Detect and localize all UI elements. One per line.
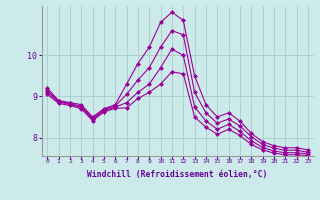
- X-axis label: Windchill (Refroidissement éolien,°C): Windchill (Refroidissement éolien,°C): [87, 170, 268, 179]
